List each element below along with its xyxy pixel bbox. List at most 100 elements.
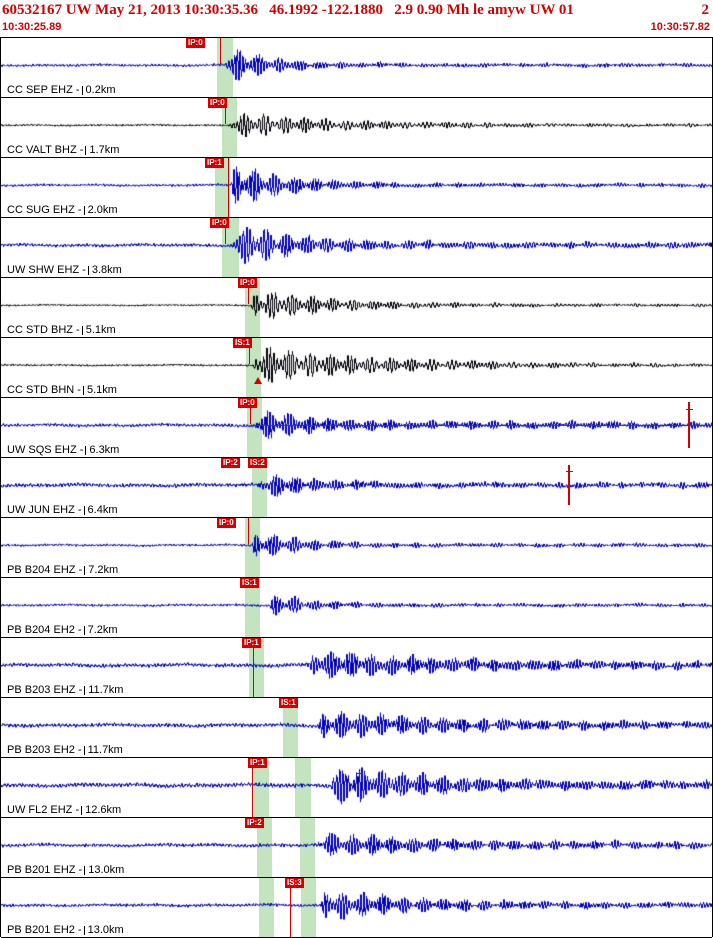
station-name: UW SQS EHZ - [7,444,84,456]
station-label: UW JUN EHZ - 6.4km [7,504,118,516]
phase-pick-flag[interactable]: IP:2 [245,818,264,828]
station-distance: 12.6km [85,804,122,816]
pick-time-line[interactable] [290,878,291,937]
phase-pick-flag[interactable]: IS:1 [279,698,298,708]
amplitude-marker-spike [688,402,690,448]
waveform-canvas[interactable] [1,98,712,157]
waveform-canvas[interactable] [1,218,712,277]
trace-row-cc-std-bhn-5-1km[interactable]: CC STD BHN - 5.1km IS:1 [1,338,712,398]
phase-pick-flag[interactable]: IS:1 [233,338,252,348]
pick-time-line[interactable] [248,518,249,544]
trace-row-cc-std-bhz-5-1km[interactable]: CC STD BHZ - 5.1km IP:0 [1,278,712,338]
phase-pick-flag[interactable]: IP:2 [221,458,240,468]
trace-row-pb-b204-ehz-7-2km[interactable]: PB B204 EHZ - 7.2km IP:0 [1,518,712,578]
station-distance: 13.0km [87,924,124,936]
phase-pick-flag[interactable]: IS:2 [248,458,267,468]
distance-tick [84,866,86,875]
phase-pick-flag[interactable]: IS:3 [285,878,304,888]
waveform-canvas[interactable] [1,38,712,97]
pick-time-line[interactable] [250,398,251,424]
distance-tick [85,146,87,155]
distance-tick [87,266,89,275]
station-name: PB B201 EHZ - [7,864,83,876]
station-label: UW SQS EHZ - 6.3km [7,444,119,456]
pick-time-line[interactable] [253,638,254,697]
phase-pick-flag[interactable]: IP:0 [217,518,236,528]
waveform-canvas[interactable] [1,578,712,637]
phase-pick-flag[interactable]: IP:0 [186,38,205,48]
arrival-triangle-marker [254,377,262,384]
waveform-canvas[interactable] [1,638,712,697]
pick-time-line[interactable] [249,338,250,364]
amplitude-marker-cross [686,406,693,413]
trace-row-uw-jun-ehz-6-4km[interactable]: UW JUN EHZ - 6.4km IP:2 IS:2 [1,458,712,518]
trace-row-uw-fl2-ehz-12-6km[interactable]: UW FL2 EHZ - 12.6km IP:1 [1,758,712,818]
waveform-canvas[interactable] [1,338,712,397]
waveform-canvas[interactable] [1,518,712,577]
phase-pick-flag[interactable]: IP:0 [210,218,229,228]
trace-row-pb-b204-eh2-7-2km[interactable]: PB B204 EH2 - 7.2km IS:1 [1,578,712,638]
pick-time-line[interactable] [225,98,226,124]
pick-time-line[interactable] [220,38,221,64]
amplitude-marker-cross [566,468,573,475]
trace-row-pb-b203-eh2-11-7km[interactable]: PB B203 EH2 - 11.7km IS:1 [1,698,712,758]
waveform-canvas[interactable] [1,458,712,517]
trace-row-pb-b201-eh2-13-0km[interactable]: PB B201 EH2 - 13.0km IS:3 [1,878,712,938]
station-label: CC VALT BHZ - 1.7km [7,144,119,156]
waveform-canvas[interactable] [1,758,712,817]
pick-time-line[interactable] [225,218,226,244]
station-name: CC STD BHZ - [7,324,80,336]
phase-pick-flag[interactable]: IP:0 [238,278,257,288]
station-distance: 7.2km [87,624,118,636]
amplitude-marker-cross [356,770,363,777]
trace-row-pb-b201-ehz-13-0km[interactable]: PB B201 EHZ - 13.0km IP:2 [1,818,712,878]
trace-row-pb-b203-ehz-11-7km[interactable]: PB B203 EHZ - 11.7km IP:1 [1,638,712,698]
station-label: PB B203 EHZ - 11.7km [7,684,123,696]
time-window-bar: 10:30:25.89 10:30:57.82 [0,20,713,37]
pick-time-line[interactable] [252,758,253,817]
trace-row-cc-sep-ehz-0-2km[interactable]: CC SEP EHZ - 0.2km IP:0 [1,38,712,98]
phase-pick-flag[interactable]: IP:0 [208,98,227,108]
station-distance: 5.1km [86,384,117,396]
distance-tick [84,686,86,695]
waveform-canvas[interactable] [1,398,712,457]
station-label: PB B201 EHZ - 13.0km [7,864,124,876]
station-distance: 3.8km [91,264,122,276]
distance-tick [81,86,83,95]
distance-tick [81,806,83,815]
waveform-canvas[interactable] [1,698,712,757]
distance-tick [83,206,85,215]
station-name: CC SUG EHZ - [7,204,82,216]
distance-tick [85,446,87,455]
phase-pick-flag[interactable]: IP:1 [242,638,261,648]
trace-row-cc-valt-bhz-1-7km[interactable]: CC VALT BHZ - 1.7km IP:0 [1,98,712,158]
station-name: PB B204 EH2 - [7,624,82,636]
station-name: CC SEP EHZ - [7,84,80,96]
station-distance: 7.2km [88,564,119,576]
trace-row-cc-sug-ehz-2-0km[interactable]: CC SUG EHZ - 2.0km IP:1 [1,158,712,218]
station-distance: 13.0km [88,864,125,876]
phase-pick-flag[interactable]: IS:1 [240,578,259,588]
trace-row-uw-shw-ehz-3-8km[interactable]: UW SHW EHZ - 3.8km IP:0 [1,218,712,278]
station-label: CC SUG EHZ - 2.0km [7,204,118,216]
pick-time-line[interactable] [228,158,229,217]
phase-pick-flag[interactable]: IP:1 [205,158,224,168]
waveform-canvas[interactable] [1,818,712,877]
distance-tick [84,566,86,575]
trace-list: CC SEP EHZ - 0.2km IP:0 CC VALT BHZ - 1.7k… [0,37,713,938]
station-name: UW JUN EHZ - [7,504,82,516]
waveform-canvas[interactable] [1,158,712,217]
station-label: CC STD BHN - 5.1km [7,384,117,396]
trace-row-uw-sqs-ehz-6-3km[interactable]: UW SQS EHZ - 6.3km IP:0 [1,398,712,458]
phase-pick-flag[interactable]: IP:0 [238,398,257,408]
station-name: PB B201 EH2 - [7,924,82,936]
distance-tick [83,926,85,935]
pick-time-line[interactable] [248,278,249,304]
distance-tick [82,386,84,395]
waveform-canvas[interactable] [1,278,712,337]
phase-pick-flag[interactable]: IP:1 [248,758,267,768]
waveform-canvas[interactable] [1,878,712,937]
station-name: PB B203 EH2 - [7,744,82,756]
station-name: CC VALT BHZ - [7,144,84,156]
